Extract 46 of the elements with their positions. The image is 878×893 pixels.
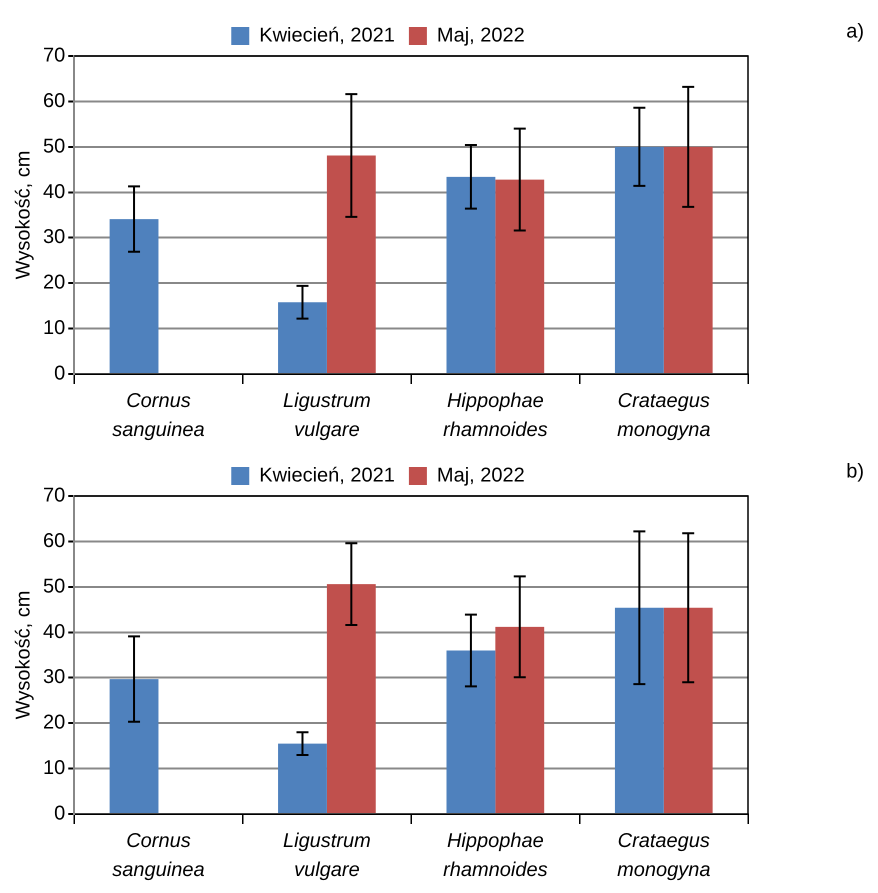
y-tick-label: 70 [42, 484, 66, 507]
bar [110, 219, 158, 373]
y-tick-label: 0 [54, 362, 66, 385]
x-tick-label: Crataegus monogyna [617, 830, 710, 882]
x-tick-label: Hippophae rhamnoides [443, 830, 548, 882]
y-tick-label: 40 [42, 620, 66, 643]
legend-label: Kwiecień, 2021 [259, 24, 395, 47]
x-tick-label: Cornus sanguinea [112, 390, 205, 442]
bar [495, 626, 544, 813]
bar [614, 608, 664, 813]
y-tick-label: 20 [42, 712, 66, 734]
text: b) [846, 460, 864, 483]
y-axis-title: Wysokość, cm [12, 590, 35, 720]
bar [326, 584, 376, 813]
bar [446, 650, 496, 813]
legend-label: Kwiecień, 2021 [259, 464, 395, 487]
y-tick-label: 10 [42, 317, 66, 340]
y-tick-label: 20 [42, 272, 66, 294]
text: a) [846, 20, 864, 43]
x-tick-label: Ligustrum vulgare [283, 830, 371, 882]
bar [614, 146, 664, 373]
x-tick-label: Ligustrum vulgare [283, 390, 371, 442]
y-tick-label: 70 [42, 44, 66, 67]
bar [326, 155, 376, 373]
legend-label: Maj, 2022 [436, 24, 525, 47]
y-tick-label: 50 [42, 575, 66, 598]
y-tick-label: 40 [42, 180, 66, 203]
bar [664, 608, 713, 813]
y-tick-label: 50 [42, 135, 66, 158]
bar [278, 744, 327, 813]
y-tick-label: 60 [42, 90, 66, 112]
y-tick-label: 0 [54, 802, 66, 825]
y-tick-label: 10 [42, 757, 66, 780]
y-tick-label: 30 [42, 226, 66, 248]
x-tick-label: Hippophae rhamnoides [443, 390, 548, 442]
bar [446, 176, 496, 373]
legend-label: Maj, 2022 [436, 464, 525, 487]
bar [110, 679, 158, 813]
y-axis-title: Wysokość, cm [12, 150, 35, 280]
bar [664, 146, 713, 373]
bar [495, 180, 544, 373]
y-tick-label: 60 [42, 530, 66, 552]
x-tick-label: Cornus sanguinea [112, 830, 205, 882]
y-tick-label: 30 [42, 666, 66, 688]
bar [278, 302, 327, 373]
x-tick-label: Crataegus monogyna [617, 390, 710, 442]
